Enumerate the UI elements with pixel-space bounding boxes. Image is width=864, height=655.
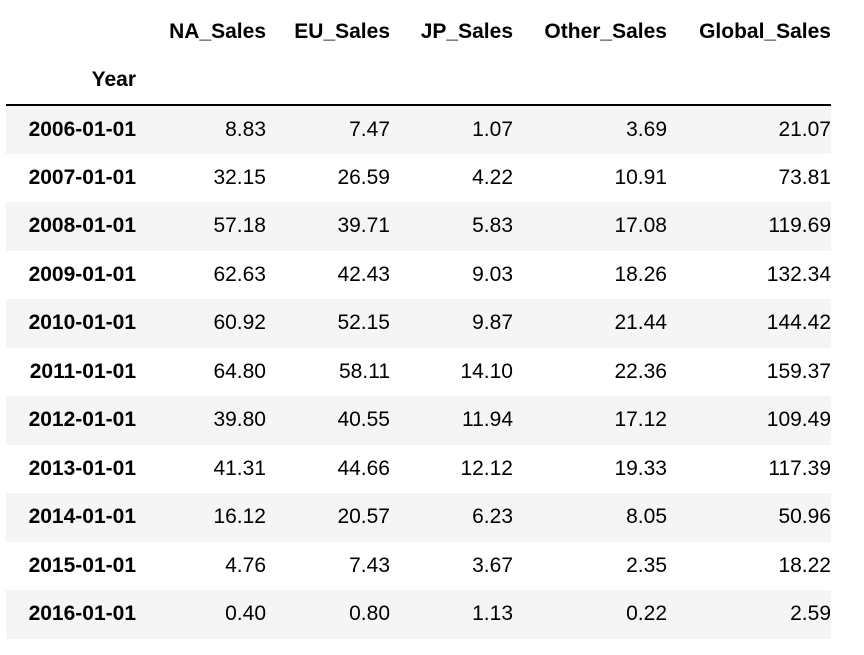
table-cell: 22.36	[614, 359, 667, 383]
table-cell: 12.12	[460, 456, 513, 480]
table-cell: 1.13	[472, 602, 513, 626]
column-header: Global_Sales	[699, 20, 831, 43]
table-row: 2010-01-01 60.92 52.15 9.87 21.44 144.42	[6, 299, 831, 348]
table-cell: 18.26	[614, 262, 667, 286]
table-body: 2006-01-01 8.83 7.47 1.07 3.69 21.07 200…	[6, 105, 831, 639]
table-cell: 4.76	[225, 553, 266, 577]
table-row: 2015-01-01 4.76 7.43 3.67 2.35 18.22	[6, 541, 831, 590]
table-cell: 8.05	[626, 505, 667, 529]
column-header: Other_Sales	[544, 20, 667, 43]
row-index: 2015-01-01	[28, 553, 136, 577]
table-cell: 52.15	[337, 311, 390, 335]
table-cell: 32.15	[213, 165, 266, 189]
table-row: 2007-01-01 32.15 26.59 4.22 10.91 73.81	[6, 153, 831, 202]
table-cell: 7.47	[349, 117, 390, 141]
table-cell: 42.43	[337, 262, 390, 286]
table-cell: 17.08	[614, 214, 667, 238]
table-cell: 3.67	[472, 553, 513, 577]
table-cell: 2.59	[790, 602, 831, 626]
table-cell: 10.91	[614, 165, 667, 189]
table-cell: 9.87	[472, 311, 513, 335]
table-row: 2011-01-01 64.80 58.11 14.10 22.36 159.3…	[6, 347, 831, 396]
row-index: 2006-01-01	[28, 117, 136, 141]
table-cell: 8.83	[225, 117, 266, 141]
table-row: 2016-01-01 0.40 0.80 1.13 0.22 2.59	[6, 590, 831, 639]
table-cell: 58.11	[339, 359, 390, 383]
table-row: 2006-01-01 8.83 7.47 1.07 3.69 21.07	[6, 105, 831, 154]
table-row: 2013-01-01 41.31 44.66 12.12 19.33 117.3…	[6, 444, 831, 493]
table-cell: 11.94	[462, 408, 513, 432]
table-cell: 39.71	[337, 214, 390, 238]
index-name-row: Year	[6, 56, 831, 106]
table-cell: 40.55	[337, 408, 390, 432]
table-cell: 44.66	[337, 456, 390, 480]
row-index: 2012-01-01	[28, 408, 136, 432]
table-cell: 117.39	[768, 456, 831, 480]
table-cell: 2.35	[626, 553, 667, 577]
index-name: Year	[6, 56, 136, 106]
row-index: 2010-01-01	[28, 311, 136, 335]
table-cell: 17.12	[614, 408, 667, 432]
table-cell: 4.22	[472, 165, 513, 189]
table-cell: 50.96	[778, 505, 831, 529]
row-index: 2007-01-01	[28, 165, 136, 189]
table-cell: 14.10	[460, 359, 513, 383]
row-index: 2011-01-01	[29, 359, 136, 383]
table-cell: 73.81	[778, 165, 831, 189]
index-corner-cell	[6, 8, 136, 56]
table-row: 2014-01-01 16.12 20.57 6.23 8.05 50.96	[6, 493, 831, 542]
table-cell: 0.22	[626, 602, 667, 626]
table-cell: 39.80	[213, 408, 266, 432]
row-index: 2013-01-01	[28, 456, 136, 480]
table-cell: 0.80	[349, 602, 390, 626]
table-cell: 26.59	[337, 165, 390, 189]
table-cell: 16.12	[213, 505, 266, 529]
row-index: 2009-01-01	[28, 262, 136, 286]
row-index: 2016-01-01	[28, 602, 136, 626]
table-cell: 20.57	[337, 505, 390, 529]
table-cell: 18.22	[778, 553, 831, 577]
sales-table: NA_Sales EU_Sales JP_Sales Other_Sales G…	[6, 8, 831, 639]
table-cell: 41.31	[213, 456, 266, 480]
column-header-row: NA_Sales EU_Sales JP_Sales Other_Sales G…	[6, 8, 831, 56]
table-cell: 0.40	[225, 602, 266, 626]
table-cell: 57.18	[213, 214, 266, 238]
table-cell: 3.69	[626, 117, 667, 141]
table-cell: 6.23	[472, 505, 513, 529]
table-cell: 62.63	[213, 262, 266, 286]
table-cell: 21.44	[614, 311, 667, 335]
row-index: 2008-01-01	[28, 214, 136, 238]
table-row: 2012-01-01 39.80 40.55 11.94 17.12 109.4…	[6, 396, 831, 445]
table-cell: 5.83	[472, 214, 513, 238]
column-header: JP_Sales	[420, 20, 513, 43]
table-cell: 7.43	[349, 553, 390, 577]
table-cell: 19.33	[614, 456, 667, 480]
table-cell: 132.34	[766, 262, 831, 286]
table-row: 2008-01-01 57.18 39.71 5.83 17.08 119.69	[6, 202, 831, 251]
table-cell: 21.07	[778, 117, 831, 141]
table-row: 2009-01-01 62.63 42.43 9.03 18.26 132.34	[6, 250, 831, 299]
table-cell: 144.42	[766, 311, 831, 335]
table-cell: 1.07	[472, 117, 513, 141]
table-header: NA_Sales EU_Sales JP_Sales Other_Sales G…	[6, 8, 831, 106]
row-index: 2014-01-01	[28, 505, 136, 529]
column-header: NA_Sales	[169, 20, 266, 43]
table-cell: 64.80	[213, 359, 266, 383]
table-cell: 119.69	[768, 214, 831, 238]
table-cell: 60.92	[213, 311, 266, 335]
table-cell: 159.37	[766, 359, 831, 383]
table-cell: 9.03	[472, 262, 513, 286]
table-cell: 109.49	[766, 408, 831, 432]
column-header: EU_Sales	[294, 20, 390, 43]
